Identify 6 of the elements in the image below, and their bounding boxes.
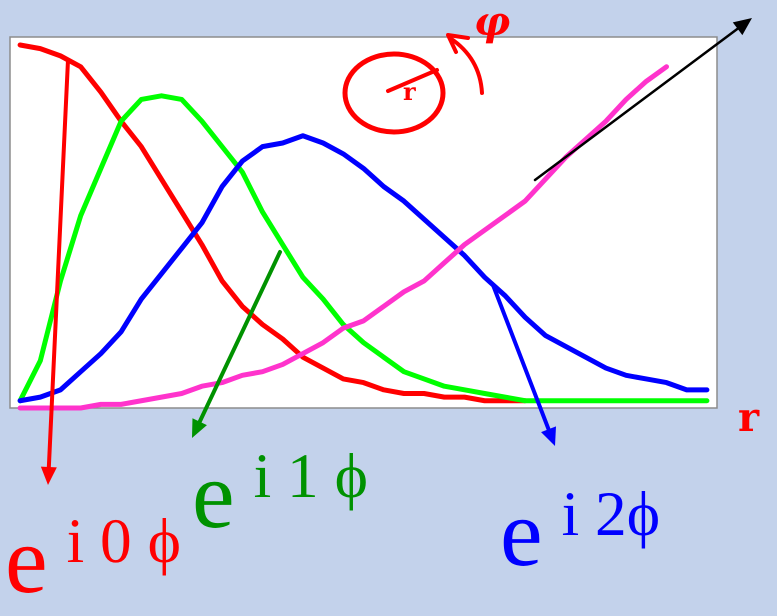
legend-label: e$^{i 0 ϕ}$ xyxy=(5,506,181,613)
annotation: φ xyxy=(474,0,510,45)
legend-label: e$^{i 2ϕ}$ xyxy=(500,478,660,586)
x-axis-title: r xyxy=(738,394,760,441)
series-label: e$^{i 1 ϕ}$ xyxy=(192,440,368,548)
annotation: r xyxy=(403,77,416,106)
